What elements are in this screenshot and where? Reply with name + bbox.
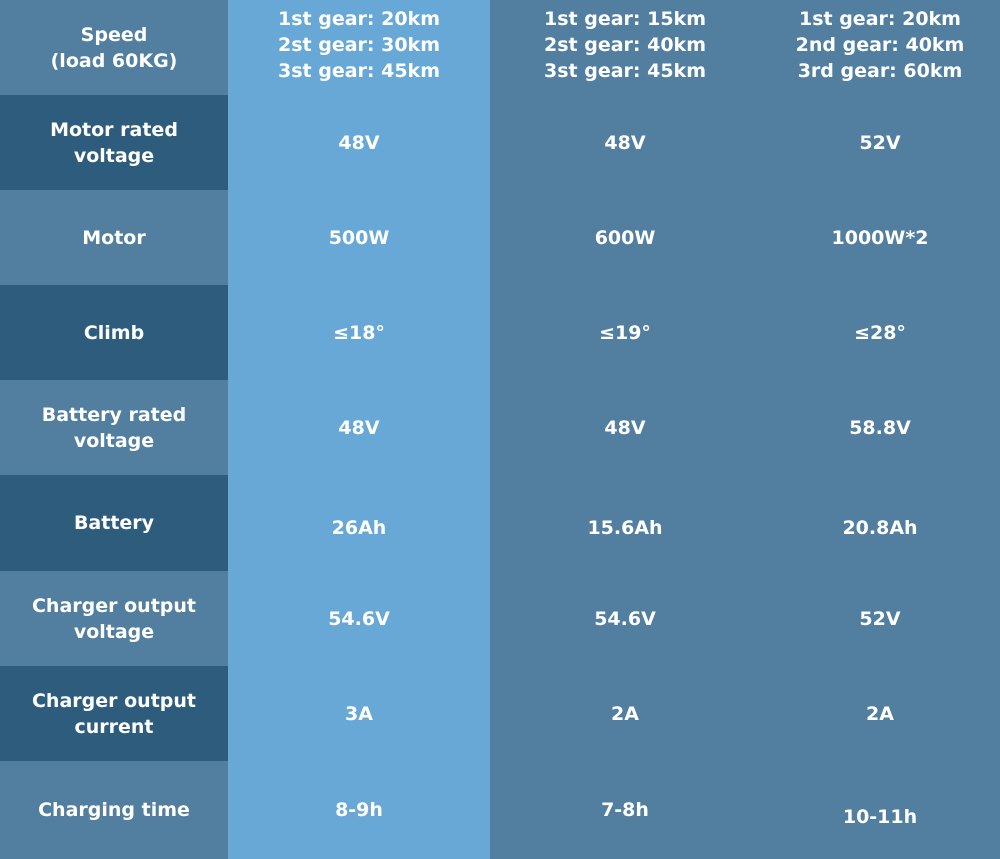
columns-2-3-background	[490, 0, 1000, 859]
row-label-charging-time: Charging time	[0, 761, 228, 859]
row-label-charger-output-voltage: Charger output voltage	[0, 571, 228, 666]
column-1-background	[228, 0, 490, 859]
cell-motor-col2: 600W	[594, 226, 656, 249]
row-label-climb: Climb	[0, 285, 228, 380]
cell-motor-rated-voltage-col1: 48V	[338, 131, 380, 154]
row-label-battery-rated-voltage: Battery rated voltage	[0, 380, 228, 475]
cell-charger-output-current-col3: 2A	[866, 702, 894, 725]
cell-battery-col3: 20.8Ah	[842, 517, 918, 539]
row-label-charger-output-current: Charger output current	[0, 666, 228, 761]
cell-battery-col2: 15.6Ah	[587, 517, 663, 539]
row-label-speed: Speed (load 60KG)	[0, 0, 228, 95]
cell-battery-rated-voltage-col1: 48V	[338, 416, 380, 439]
cell-charger-output-voltage-col3: 52V	[859, 607, 901, 630]
cell-motor-col3: 1000W*2	[831, 226, 929, 249]
row-label-motor: Motor	[0, 190, 228, 285]
cell-climb-col3: ≤28°	[854, 321, 906, 344]
cell-climb-col1: ≤18°	[333, 321, 385, 344]
cell-motor-rated-voltage-col3: 52V	[859, 131, 901, 154]
cell-charging-time-col3: 10-11h	[842, 806, 918, 828]
cell-speed-col2: 1st gear: 15km 2st gear: 40km 3st gear: …	[544, 8, 706, 82]
row-label-motor-rated-voltage: Motor rated voltage	[0, 95, 228, 190]
cell-charging-time-col1: 8-9h	[335, 799, 383, 821]
cell-climb-col2: ≤19°	[599, 321, 651, 344]
cell-motor-rated-voltage-col2: 48V	[604, 131, 646, 154]
cell-motor-col1: 500W	[328, 226, 390, 249]
cell-speed-col1: 1st gear: 20km 2st gear: 30km 3st gear: …	[278, 8, 440, 82]
cell-speed-col3: 1st gear: 20km 2nd gear: 40km 3rd gear: …	[795, 8, 965, 82]
cell-battery-rated-voltage-col2: 48V	[604, 416, 646, 439]
cell-charger-output-current-col1: 3A	[345, 702, 373, 725]
row-label-battery: Battery	[0, 475, 228, 571]
cell-battery-col1: 26Ah	[331, 517, 387, 539]
cell-charger-output-current-col2: 2A	[611, 702, 639, 725]
cell-charger-output-voltage-col1: 54.6V	[328, 607, 390, 630]
cell-charging-time-col2: 7-8h	[601, 799, 649, 821]
cell-battery-rated-voltage-col3: 58.8V	[849, 416, 911, 439]
cell-charger-output-voltage-col2: 54.6V	[594, 607, 656, 630]
